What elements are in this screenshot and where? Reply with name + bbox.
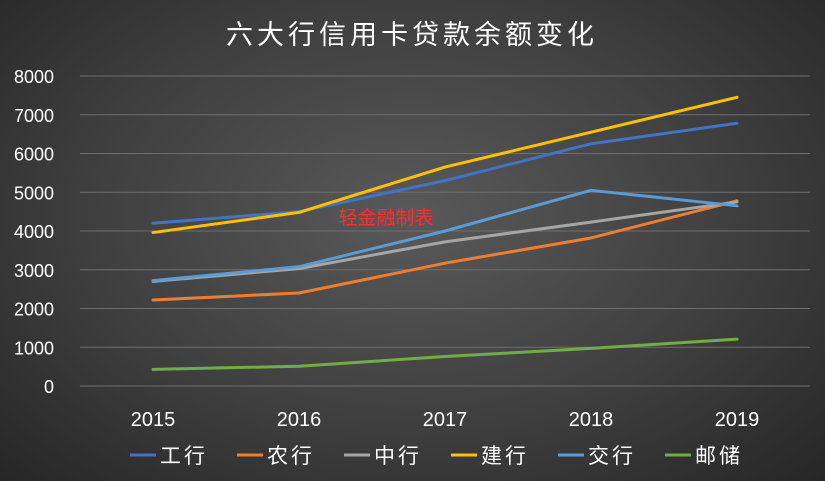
y-tick-label: 7000 — [14, 106, 54, 126]
series-line-3 — [151, 95, 739, 235]
watermark-text: 轻金融制表 — [338, 207, 433, 229]
y-tick-label: 5000 — [14, 183, 54, 203]
y-tick-label: 6000 — [14, 145, 54, 165]
series-line-5 — [151, 337, 739, 371]
series-line-4 — [151, 188, 739, 283]
y-tick-label: 0 — [44, 377, 54, 397]
legend-label-5: 邮储 — [695, 444, 743, 468]
x-tick-label: 2019 — [715, 409, 760, 431]
series-line-2 — [151, 200, 739, 283]
x-tick-label: 2015 — [131, 409, 176, 431]
legend-label-4: 交行 — [588, 444, 636, 468]
x-tick-label: 2017 — [423, 409, 468, 431]
y-axis-tick-labels: 0 1000 2000 3000 4000 5000 6000 7000 8000 — [14, 67, 54, 397]
y-tick-label: 3000 — [14, 261, 54, 281]
series-lines — [151, 95, 739, 371]
legend-label-0: 工行 — [160, 444, 208, 468]
legend: 工行 农行 中行 建行 交行 邮储 — [130, 444, 743, 468]
x-axis-tick-labels: 2015 2016 2017 2018 2019 — [131, 409, 760, 431]
y-tick-label: 1000 — [14, 338, 54, 358]
y-tick-label: 8000 — [14, 67, 54, 87]
y-tick-label: 2000 — [14, 300, 54, 320]
chart-title: 六大行信用卡贷款余额变化 — [226, 20, 598, 51]
legend-label-2: 中行 — [374, 444, 422, 468]
legend-label-3: 建行 — [481, 444, 529, 468]
series-line-1 — [151, 199, 739, 302]
x-tick-label: 2018 — [569, 409, 614, 431]
y-tick-label: 4000 — [14, 222, 54, 242]
legend-label-1: 农行 — [267, 444, 315, 468]
x-tick-label: 2016 — [277, 409, 322, 431]
series-line-0 — [151, 121, 739, 225]
